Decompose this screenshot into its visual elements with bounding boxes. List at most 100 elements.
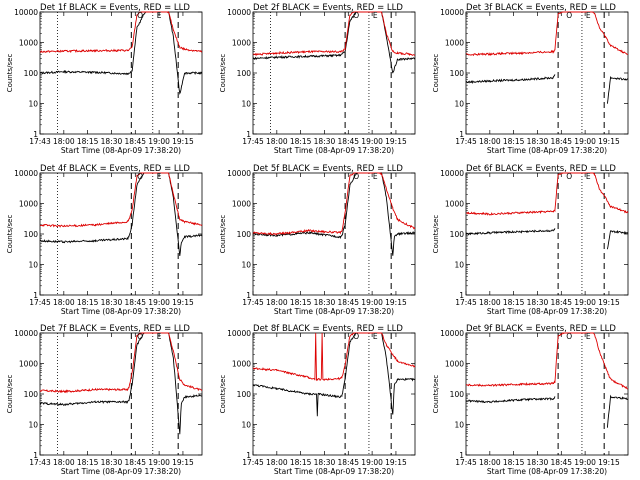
x-axis-label: Start Time (08-Apr-09 17:38:20): [274, 146, 394, 155]
x-tick-label: 18:30: [314, 458, 336, 467]
marker-e-label: E: [373, 11, 378, 20]
x-tick-label: 17:45: [455, 458, 477, 467]
y-axis-label: Counts/sec: [6, 215, 14, 254]
x-tick-label: 18:15: [503, 137, 525, 146]
y-tick-label: 1000: [445, 200, 464, 209]
y-tick-label: 10000: [14, 329, 38, 338]
panel-det-1f: Det 1f BLACK = Events, RED = LLD 1 10 100 10…: [6, 3, 203, 155]
y-tick-label: 10000: [440, 329, 464, 338]
y-tick-label: 1: [33, 451, 38, 460]
events-series-line: [465, 74, 629, 104]
x-tick-label: 18:30: [527, 458, 549, 467]
x-tick-label: 17:43: [29, 137, 51, 146]
y-tick-label: 1: [459, 451, 464, 460]
panel-title: Det 5f BLACK = Events, RED = LLD: [253, 164, 403, 174]
x-tick-label: 18:45: [337, 137, 359, 146]
x-tick-label: 18:00: [53, 298, 75, 307]
lld-series-line: [465, 11, 629, 57]
x-axis-label: Start Time (08-Apr-09 17:38:20): [487, 146, 607, 155]
x-axis-label: Start Time (08-Apr-09 17:38:20): [61, 307, 181, 316]
x-tick-label: 18:15: [503, 458, 525, 467]
x-tick-label: 18:45: [550, 458, 572, 467]
x-tick-label: 18:00: [53, 458, 75, 467]
panel-title: Det 6f BLACK = Events, RED = LLD: [466, 164, 616, 174]
x-tick-label: 19:00: [574, 298, 596, 307]
y-tick-label: 100: [237, 69, 252, 78]
x-tick-label: 19:00: [574, 137, 596, 146]
y-tick-label: 10: [241, 261, 251, 270]
panel-det-5f: Det 5f BLACK = Events, RED = LLD 1 10 100 10…: [219, 164, 416, 316]
y-axis-label: Counts/sec: [432, 215, 440, 254]
panel-title: Det 7f BLACK = Events, RED = LLD: [40, 324, 190, 334]
x-axis-label: Start Time (08-Apr-09 17:38:20): [487, 307, 607, 316]
x-tick-label: 19:15: [385, 298, 407, 307]
x-tick-label: 18:15: [77, 137, 99, 146]
x-tick-label: 19:15: [598, 137, 620, 146]
y-axis-label: Counts/sec: [6, 54, 14, 93]
x-axis-label: Start Time (08-Apr-09 17:38:20): [61, 146, 181, 155]
lld-series-line: [465, 172, 629, 216]
x-tick-label: 18:15: [77, 458, 99, 467]
x-tick-label: 18:00: [266, 137, 288, 146]
y-tick-label: 10: [28, 421, 38, 430]
y-tick-label: 1000: [232, 39, 251, 48]
panel-det-7f: Det 7f BLACK = Events, RED = LLD 1 10 100 10…: [6, 324, 203, 476]
y-tick-label: 1000: [19, 200, 38, 209]
marker-e-label: E: [157, 332, 162, 341]
y-tick-label: 1: [33, 130, 38, 139]
y-tick-label: 1: [246, 291, 251, 300]
y-tick-label: 1000: [19, 360, 38, 369]
x-tick-label: 19:15: [385, 137, 407, 146]
x-tick-label: 18:30: [101, 137, 123, 146]
marker-o-label: O: [353, 172, 359, 181]
panel-title: Det 9f BLACK = Events, RED = LLD: [466, 324, 616, 334]
marker-o-label: O: [137, 11, 143, 20]
marker-o-label: O: [353, 332, 359, 341]
marker-e-label: E: [373, 172, 378, 181]
x-tick-label: 19:00: [361, 458, 383, 467]
x-tick-label: 19:00: [148, 298, 170, 307]
y-tick-label: 100: [24, 69, 39, 78]
events-series-line: [465, 394, 629, 428]
marker-e-label: E: [586, 172, 591, 181]
y-tick-label: 1000: [445, 360, 464, 369]
x-tick-label: 19:15: [385, 458, 407, 467]
marker-o-label: O: [566, 332, 572, 341]
events-series-line: [252, 11, 416, 74]
x-tick-label: 18:30: [101, 458, 123, 467]
y-tick-label: 10000: [227, 329, 251, 338]
x-tick-label: 18:15: [290, 137, 312, 146]
events-series-line: [252, 332, 416, 417]
y-tick-label: 1000: [19, 39, 38, 48]
x-axis-label: Start Time (08-Apr-09 17:38:20): [487, 467, 607, 476]
events-series-line: [39, 332, 202, 435]
x-tick-label: 17:45: [242, 458, 264, 467]
y-tick-label: 10: [241, 421, 251, 430]
x-tick-label: 18:00: [479, 298, 501, 307]
marker-o-label: O: [566, 11, 572, 20]
x-tick-label: 19:15: [598, 458, 620, 467]
x-tick-label: 18:00: [266, 458, 288, 467]
marker-e-label: E: [586, 332, 591, 341]
x-tick-label: 18:30: [527, 298, 549, 307]
marker-o-label: O: [137, 172, 143, 181]
marker-o-label: O: [353, 11, 359, 20]
x-tick-label: 18:45: [337, 458, 359, 467]
marker-e-label: E: [586, 11, 591, 20]
lld-series-line: [39, 172, 203, 228]
y-tick-label: 1: [459, 130, 464, 139]
y-tick-label: 10000: [14, 169, 38, 178]
panel-title: Det 8f BLACK = Events, RED = LLD: [253, 324, 403, 334]
x-tick-label: 18:45: [124, 458, 146, 467]
x-tick-label: 17:45: [29, 298, 51, 307]
x-tick-label: 18:45: [337, 298, 359, 307]
x-tick-label: 18:15: [77, 298, 99, 307]
y-tick-label: 10000: [227, 169, 251, 178]
events-series-line: [39, 172, 203, 257]
y-axis-label: Counts/sec: [219, 215, 227, 254]
x-tick-label: 17:45: [455, 298, 477, 307]
y-tick-label: 1000: [445, 39, 464, 48]
x-tick-label: 19:00: [148, 137, 170, 146]
x-axis-label: Start Time (08-Apr-09 17:38:20): [61, 467, 181, 476]
